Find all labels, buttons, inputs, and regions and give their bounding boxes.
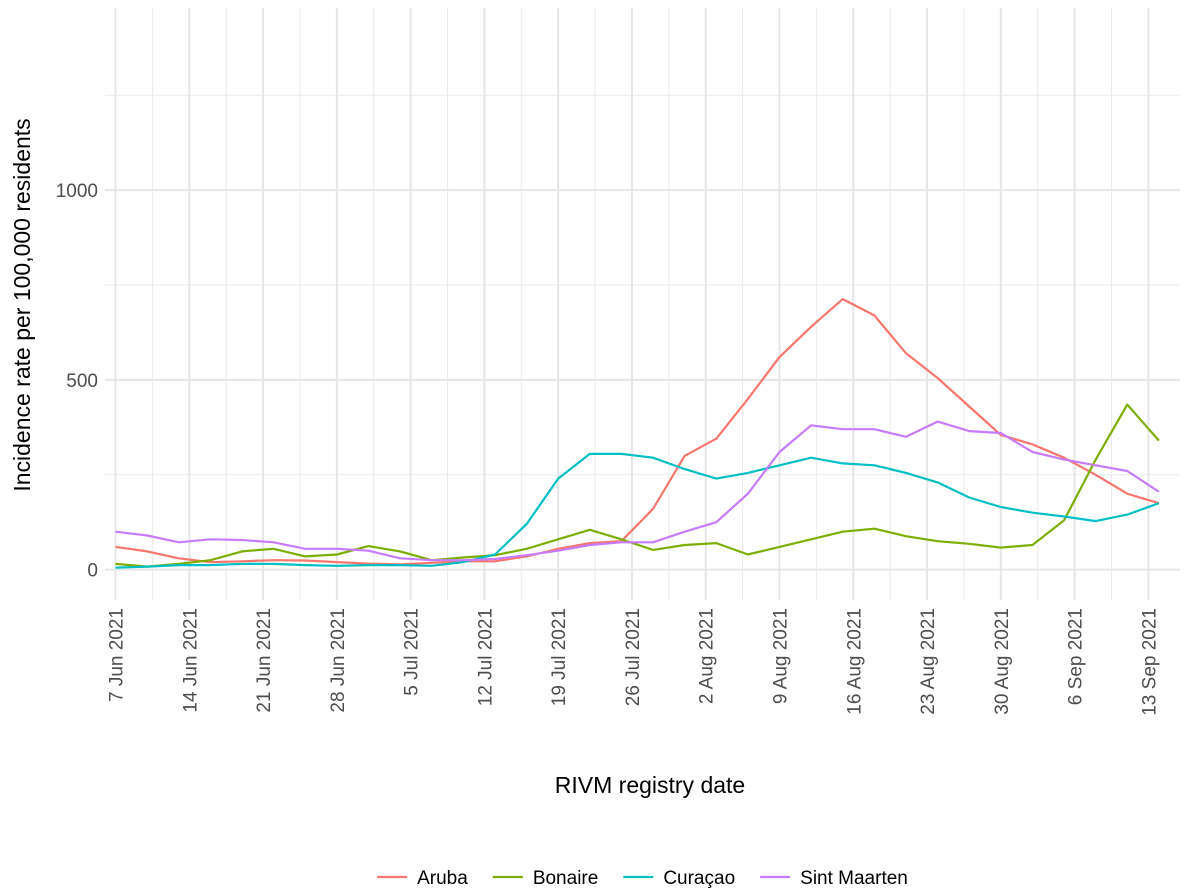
y-tick-label: 500 [66,371,98,392]
series-line [115,420,1160,562]
x-tick-label: 12 Jul 2021 [475,608,496,706]
legend: Aruba Bonaire Curaçao Sint Maarten [377,868,908,889]
x-tick-label: 16 Aug 2021 [844,608,865,715]
x-tick-label: 6 Sep 2021 [1066,608,1087,705]
x-axis-title: RIVM registry date [555,772,745,798]
x-tick-label: 14 Jun 2021 [180,608,201,713]
x-tick-label: 21 Jun 2021 [254,608,275,713]
y-tick-label: 1000 [56,181,98,202]
x-tick-label: 19 Jul 2021 [549,608,570,706]
series-line [115,403,1160,568]
x-tick-label: 23 Aug 2021 [918,608,939,715]
y-tick-label: 0 [87,561,98,582]
series-line [115,298,1160,566]
x-tick-label: 13 Sep 2021 [1139,608,1160,716]
x-tick-label: 28 Jun 2021 [328,608,349,713]
x-tick-label: 7 Jun 2021 [107,608,128,702]
legend-label: Sint Maarten [800,868,908,889]
series-line [115,452,1160,569]
axes: 0 500 1000 7 Jun 2021 14 Jun 2021 21 Jun 2021… [56,181,1161,716]
x-tick-label: 5 Jul 2021 [402,608,423,696]
legend-label: Bonaire [533,868,599,889]
x-tick-label: 26 Jul 2021 [623,608,644,706]
x-tick-label: 30 Aug 2021 [992,608,1013,715]
x-tick-label: 9 Aug 2021 [771,608,792,704]
y-axis-title: Incidence rate per 100,000 residents [9,118,35,491]
x-tick-label: 2 Aug 2021 [697,608,718,704]
legend-label: Curaçao [663,868,735,889]
lines [115,298,1160,569]
legend-label: Aruba [417,868,468,889]
